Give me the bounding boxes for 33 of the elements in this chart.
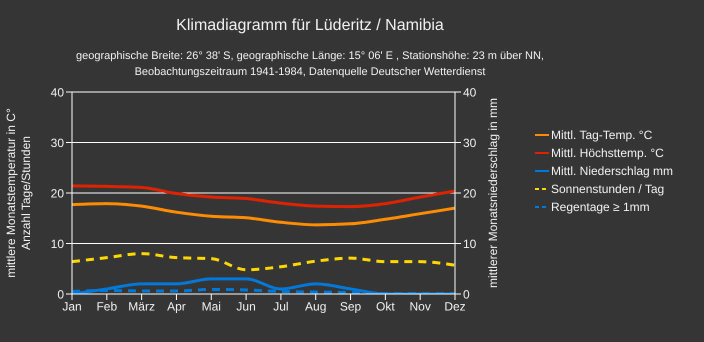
x-tick-label: Sep (340, 300, 362, 314)
x-tick-label: Feb (96, 300, 118, 314)
y2-tick-label: 20 (463, 186, 477, 200)
y-tick-label: 10 (50, 236, 64, 251)
chart-title: Klimadiagramm für Lüderitz / Namibia (175, 17, 445, 35)
x-tick-label: Jun (236, 300, 256, 314)
legend-label: Mittl. Tag-Temp. °C (551, 127, 652, 144)
x-tick-label: Dez (444, 300, 466, 314)
x-tick-label: Mai (202, 300, 221, 314)
x-tick-label: Okt (376, 300, 396, 314)
x-tick-label: Apr (167, 300, 186, 314)
chart-subtitle: geographische Breite: 26° 38' S, geographische Länge: 15° 06' E , Stationshöhe: 23 m über NN, Beobachtungszeitraum 1941-1984, Datenquelle Deutscher Wetterdienst (75, 49, 545, 80)
y-tick-label: 30 (50, 136, 64, 150)
y2-axis-title: mittlerer Monatsniederschlag in mm (486, 96, 501, 290)
y-axis-title: mittlere Monatstemperatur in C° Anzahl Tage/Stunden (4, 107, 34, 280)
x-tick-label: Aug (305, 300, 326, 314)
legend-label: Sonnenstunden / Tag (551, 181, 664, 198)
y-tick-label: 0 (57, 287, 64, 302)
x-tick-label: Nov (410, 300, 431, 314)
y2-tick-label: 10 (463, 236, 477, 251)
y2-tick-label: 0 (463, 287, 470, 302)
y2-tick-label: 30 (463, 136, 477, 150)
line-series (72, 252, 455, 272)
legend-label: Mittl. Höchsttemp. °C (551, 145, 664, 162)
y2-tick-label: 40 (463, 85, 477, 100)
x-tick-label: Jul (273, 300, 289, 314)
y-tick-label: 20 (50, 186, 64, 200)
y-tick-label: 40 (50, 85, 64, 100)
line-series (72, 202, 455, 226)
legend-label: Mittl. Niederschlag mm (551, 163, 674, 180)
x-tick-label: März (128, 300, 155, 314)
x-tick-label: Jan (62, 300, 82, 314)
legend-label: Regentage ≥ 1mm (551, 199, 650, 216)
